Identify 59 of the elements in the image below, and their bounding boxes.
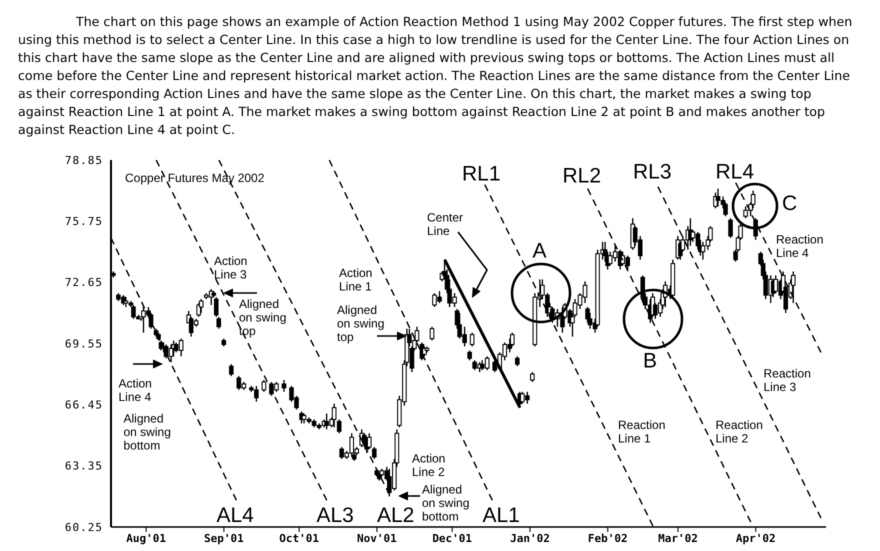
candlestick (336, 418, 342, 434)
annotation: Aligned on swing top (239, 296, 286, 338)
x-tick-label: Apr'02 (736, 532, 776, 545)
annotation: Action Line 4 (118, 376, 152, 404)
candlestick (514, 356, 520, 367)
annotation: RL4 (716, 160, 754, 184)
annotation: Action Line 2 (412, 452, 446, 480)
x-tick-label: Aug'01 (126, 532, 166, 545)
x-tick-label: Nov'01 (357, 532, 398, 545)
candlestick (470, 332, 474, 348)
annotation: Action Line 1 (339, 266, 372, 294)
y-tick-label: 66.45 (64, 398, 103, 412)
annotation: Aligned on swing bottom (124, 411, 171, 452)
annotation: Reaction Line 4 (776, 232, 824, 260)
candlestick (530, 371, 535, 383)
x-tick-label: Jan'02 (510, 532, 550, 545)
y-tick-label: 69.55 (64, 337, 103, 350)
annotation: Action Line 3 (214, 254, 248, 282)
annotation: Aligned on swing top (337, 302, 384, 344)
text: The chart on this page shows an example of Action Reaction Method 1 using May 2002 Copper futures. The first step when using this method is to select a Center Line. In this case a high to low trendline is used for the Center Line. The four Action Lines on this chart have the same slope as the Center Line and are aligned with previous swing tops or bottoms. The Action Lines must all come before the Center Line and represent historical market action. The Reaction Lines are the same distance from the Center Line as their corresponding Action Lines and have the same slope as the Center Line. On this chart, the market makes a swing top against Reaction Line 1 at point A. The market makes a swing bottom against Reaction Line 2 at point B and makes another top against Reaction Line 4 at point C. (18, 13, 854, 139)
x-tick-label: Feb'02 (588, 532, 628, 545)
annotation: AL3 (316, 504, 354, 528)
annotation: Aligned on swing bottom (422, 482, 470, 524)
x-tick-label: Oct'01 (279, 532, 320, 545)
annotation: A (532, 240, 547, 263)
candlestick (262, 379, 266, 392)
candlestick (728, 218, 733, 239)
annotation: B (643, 350, 658, 373)
text: Copper Futures May 2002 (125, 171, 265, 185)
y-tick-label: 60.25 (64, 520, 103, 534)
annotation: Center Line (427, 210, 464, 238)
annotation: Reaction Line 2 (716, 418, 763, 446)
annotation: Reaction Line 3 (764, 366, 811, 394)
y-tick-label: 72.65 (64, 276, 103, 290)
y-tick-label: 75.75 (64, 215, 103, 228)
candlestick (198, 298, 204, 314)
candlestick (332, 403, 336, 428)
candlestick (131, 304, 136, 320)
annotation: AL2 (377, 504, 414, 528)
x-tick-label: Sep'01 (204, 532, 244, 545)
annotation: RL1 (462, 162, 501, 186)
annotation: AL1 (482, 504, 520, 528)
annotation: AL4 (216, 504, 254, 528)
candlestick (282, 379, 286, 392)
annotation: C (782, 192, 798, 216)
candlestick (148, 312, 154, 330)
candlestick (430, 326, 434, 342)
y-tick-label: 63.35 (64, 460, 103, 473)
x-tick-label: Mar'02 (658, 532, 698, 545)
candlestick (790, 270, 796, 304)
candlestick (472, 360, 477, 371)
candlestick (228, 364, 234, 377)
annotation: RL2 (562, 164, 602, 188)
candlestick (467, 350, 472, 361)
annotation: RL3 (633, 160, 672, 184)
y-tick-label: 78.85 (64, 154, 103, 167)
candlestick (372, 446, 377, 460)
x-tick-label: Dec'01 (432, 532, 472, 545)
annotation: Reaction Line 1 (618, 418, 666, 446)
